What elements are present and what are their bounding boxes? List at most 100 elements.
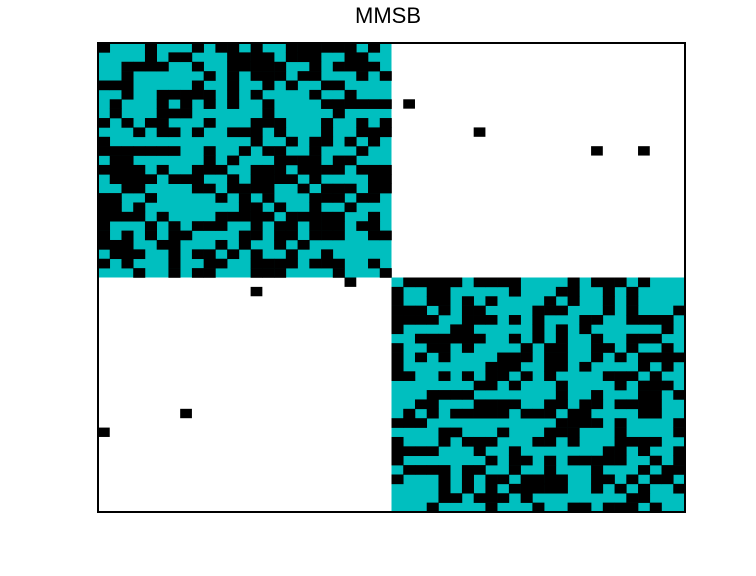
edge-cell	[368, 43, 381, 53]
edge-cell	[485, 474, 498, 485]
edge-cell	[673, 455, 686, 466]
edge-cell	[567, 502, 580, 513]
edge-cell	[485, 371, 498, 381]
edge-cell	[191, 127, 204, 138]
edge-cell	[508, 483, 521, 494]
edge-cell	[602, 286, 615, 297]
edge-cell	[109, 108, 122, 119]
edge-cell	[227, 71, 240, 81]
edge-cell	[614, 446, 627, 457]
edge-cell	[215, 193, 228, 203]
edge-cell	[109, 249, 122, 260]
edge-cell	[344, 136, 357, 147]
edge-cell	[250, 118, 263, 128]
edge-cell	[191, 61, 204, 72]
edge-cell	[250, 183, 263, 194]
edge-cell	[368, 211, 381, 222]
edge-cell	[661, 465, 674, 475]
edge-cell	[626, 343, 639, 353]
edge-cell	[98, 221, 111, 231]
edge-cell	[532, 305, 545, 316]
edge-cell	[626, 296, 639, 306]
edge-cell	[485, 399, 498, 410]
edge-cell	[403, 465, 416, 475]
edge-cell	[356, 221, 369, 231]
edge-cell	[309, 202, 322, 213]
edge-cell	[133, 174, 146, 184]
edge-cell	[438, 436, 451, 447]
edge-cell	[508, 465, 521, 475]
edge-cell	[485, 408, 498, 419]
edge-cell	[168, 108, 181, 119]
edge-cell	[321, 211, 334, 222]
edge-cell	[532, 483, 545, 494]
edge-cell	[649, 474, 662, 485]
edge-cell	[485, 296, 498, 306]
edge-cell	[144, 221, 157, 231]
edge-cell	[485, 502, 498, 513]
edge-cell	[238, 239, 251, 250]
edge-cell	[614, 436, 627, 447]
edge-cell	[250, 211, 263, 222]
edge-cell	[638, 408, 651, 419]
edge-cell	[649, 390, 662, 400]
edge-cell	[332, 258, 345, 269]
edge-cell	[274, 221, 287, 231]
edge-cell	[321, 258, 334, 269]
edge-cell	[591, 455, 604, 466]
edge-cell	[168, 221, 181, 231]
edge-cell	[532, 502, 545, 513]
edge-cell	[262, 61, 275, 72]
edge-cell	[309, 146, 322, 156]
edge-cell	[356, 146, 369, 156]
edge-cell	[309, 193, 322, 203]
edge-cell	[567, 277, 580, 288]
edge-cell	[638, 465, 651, 475]
edge-cell	[191, 249, 204, 260]
edge-cell	[461, 296, 474, 306]
edge-cell	[368, 258, 381, 269]
edge-cell	[438, 493, 451, 503]
edge-cell	[203, 99, 216, 109]
edge-cell	[344, 155, 357, 166]
edge-cell	[450, 324, 463, 335]
edge-cell	[403, 277, 416, 288]
edge-cell	[673, 465, 686, 475]
edge-cell	[274, 61, 287, 72]
edge-cell	[649, 315, 662, 325]
edge-cell	[649, 333, 662, 344]
edge-cell	[379, 118, 392, 128]
edge-cell	[309, 52, 322, 63]
edge-cell	[649, 502, 662, 513]
edge-cell	[602, 455, 615, 466]
edge-cell	[321, 136, 334, 147]
edge-cell	[250, 230, 263, 241]
edge-cell	[591, 418, 604, 428]
edge-cell	[391, 418, 404, 428]
edge-cell	[227, 80, 240, 91]
edge-cell	[180, 52, 193, 63]
edge-cell	[203, 183, 216, 194]
edge-cell	[262, 108, 275, 119]
edge-cell	[649, 352, 662, 363]
edge-cell	[391, 324, 404, 335]
edge-cell	[332, 193, 345, 203]
edge-cell	[309, 89, 322, 100]
edge-cell	[332, 164, 345, 175]
edge-cell	[638, 380, 651, 391]
edge-cell	[262, 193, 275, 203]
edge-cell	[309, 43, 322, 53]
edge-cell	[368, 99, 381, 109]
edge-cell	[426, 399, 439, 410]
edge-cell	[356, 71, 369, 81]
edge-cell	[555, 474, 568, 485]
edge-cell	[156, 61, 169, 72]
edge-cell	[461, 315, 474, 325]
edge-cell	[508, 455, 521, 466]
edge-cell	[121, 258, 134, 269]
edge-cell	[98, 230, 111, 241]
edge-cell	[180, 108, 193, 119]
edge-cell	[485, 380, 498, 391]
edge-cell	[649, 371, 662, 381]
edge-cell	[285, 258, 298, 269]
